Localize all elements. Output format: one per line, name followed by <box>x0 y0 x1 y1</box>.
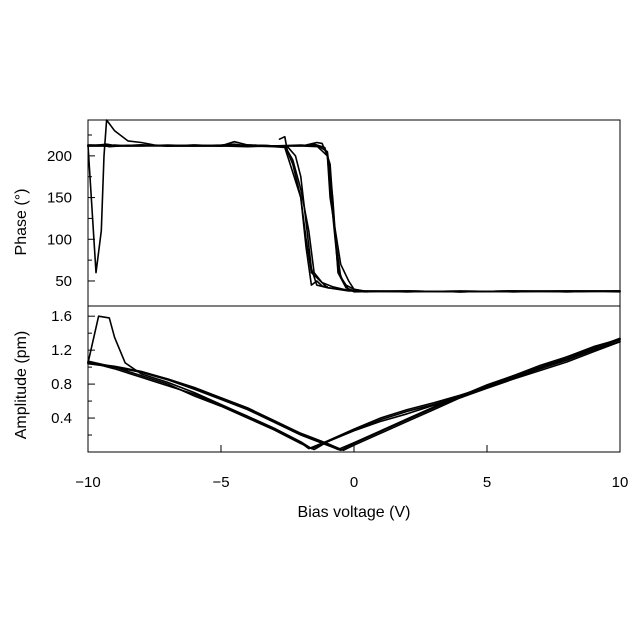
amplitude-y-tick-label: 1.6 <box>51 308 72 325</box>
phase-y-tick-label: 150 <box>47 190 72 207</box>
x-tick-label: −10 <box>75 474 100 491</box>
phase-y-axis-title: Phase (°) <box>13 189 30 256</box>
phase-y-tick-label: 200 <box>47 148 72 165</box>
x-tick-label: −5 <box>212 474 229 491</box>
x-tick-label: 10 <box>612 474 629 491</box>
x-tick-label: 5 <box>483 474 491 491</box>
hysteresis-chart: 50100150200 Phase (°) 0.40.81.21.6 Ampli… <box>0 0 640 640</box>
x-tick-label: 0 <box>350 474 358 491</box>
amplitude-y-tick-label: 0.4 <box>51 410 72 427</box>
chart-background <box>0 0 640 640</box>
x-axis-title: Bias voltage (V) <box>298 504 411 521</box>
amplitude-y-tick-label: 1.2 <box>51 342 72 359</box>
phase-y-tick-label: 100 <box>47 231 72 248</box>
phase-y-tick-label: 50 <box>55 273 72 290</box>
amplitude-y-tick-label: 0.8 <box>51 376 72 393</box>
amplitude-y-axis-title: Amplitude (pm) <box>13 331 30 439</box>
